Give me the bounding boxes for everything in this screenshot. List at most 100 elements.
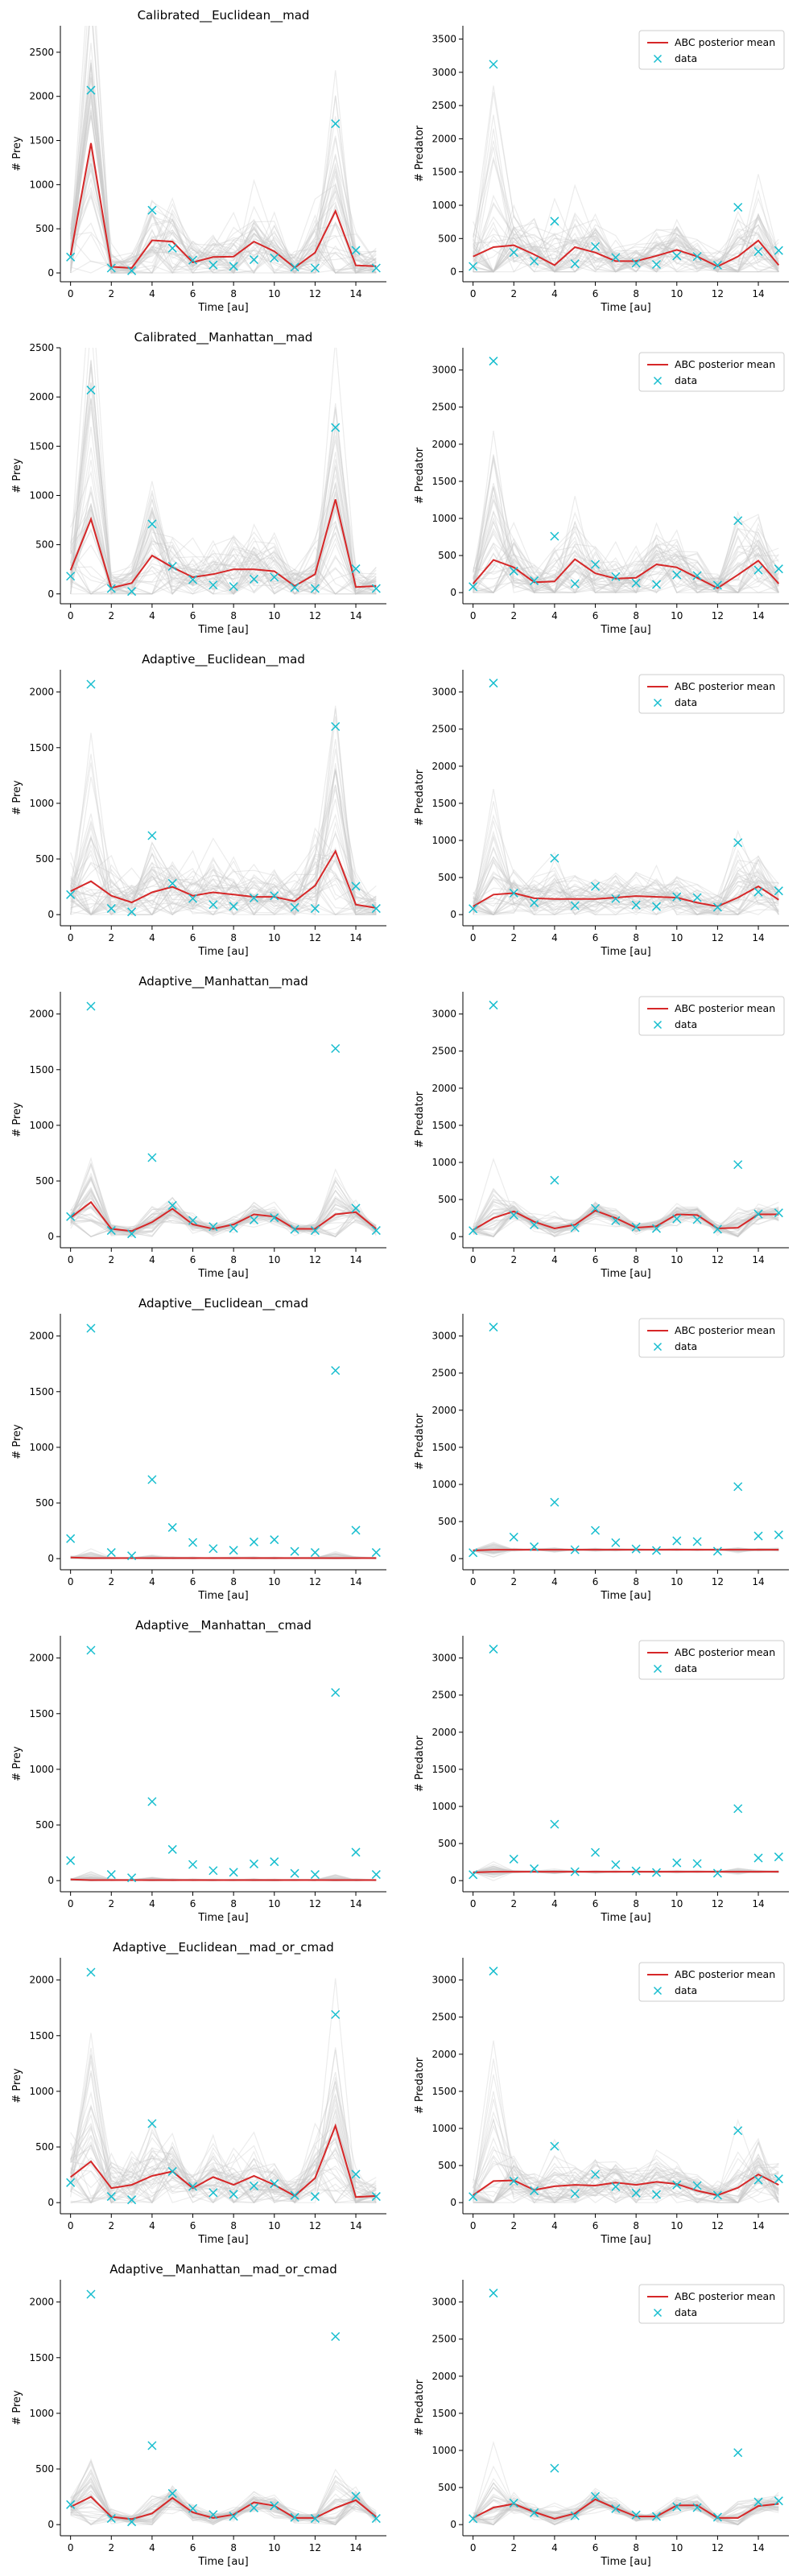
x-axis-label: Time [au] bbox=[600, 1590, 650, 1602]
sample-line bbox=[473, 201, 779, 273]
data-point bbox=[469, 2192, 478, 2202]
legend-mean-label: ABC posterior mean bbox=[675, 2290, 775, 2302]
sample-line bbox=[70, 167, 377, 275]
y-tick-label: 2500 bbox=[431, 2334, 456, 2345]
data-point bbox=[270, 891, 279, 901]
y-tick-label: 1500 bbox=[431, 1442, 456, 1453]
sample-line bbox=[70, 844, 377, 914]
data-point bbox=[611, 1860, 621, 1869]
sample-line bbox=[70, 1184, 377, 1232]
legend-data-swatch bbox=[653, 54, 663, 64]
y-tick-label: 500 bbox=[438, 550, 456, 561]
data-point bbox=[270, 1535, 279, 1545]
legend-data-label: data bbox=[675, 1984, 697, 1996]
sample-line bbox=[70, 1157, 377, 1236]
legend-box bbox=[638, 674, 785, 714]
data-point bbox=[147, 1153, 157, 1162]
legend: ABC posterior mean data bbox=[638, 352, 785, 392]
data-point bbox=[774, 1530, 783, 1540]
legend: ABC posterior mean data bbox=[638, 674, 785, 714]
sample-line bbox=[473, 539, 779, 593]
sample-line bbox=[70, 89, 377, 274]
data-point bbox=[188, 575, 198, 584]
sample-line bbox=[473, 2156, 779, 2202]
sample-line bbox=[70, 848, 377, 916]
legend-data-swatch bbox=[653, 1342, 663, 1352]
y-axis-label: # Prey bbox=[11, 1746, 23, 1781]
sample-line bbox=[70, 850, 377, 916]
x-tick-label: 4 bbox=[551, 1254, 558, 1265]
sample-line bbox=[473, 561, 779, 593]
subplot-title: Adaptive__Euclidean__mad bbox=[142, 652, 305, 667]
sample-line bbox=[70, 2491, 377, 2521]
x-tick-label: 14 bbox=[349, 2542, 361, 2553]
legend-data-label: data bbox=[675, 1662, 697, 1674]
data-point bbox=[371, 263, 381, 273]
sample-line bbox=[70, 857, 377, 915]
legend: ABC posterior mean data bbox=[638, 1640, 785, 1680]
data-point bbox=[489, 1645, 498, 1654]
data-point bbox=[188, 2182, 198, 2191]
x-tick-label: 14 bbox=[752, 288, 764, 299]
legend-data-swatch bbox=[653, 1664, 663, 1674]
y-tick-label: 0 bbox=[47, 1553, 54, 1564]
sample-line bbox=[70, 481, 377, 595]
sample-line bbox=[473, 511, 779, 593]
sample-line bbox=[70, 109, 377, 274]
sample-line bbox=[473, 217, 779, 273]
data-point bbox=[591, 1525, 601, 1535]
data-point bbox=[147, 2119, 157, 2128]
posterior-mean-line bbox=[472, 558, 780, 589]
data-point bbox=[66, 890, 76, 899]
data-point bbox=[351, 564, 361, 574]
y-tick-label: 2500 bbox=[29, 47, 54, 58]
data-point bbox=[249, 2181, 258, 2190]
y-tick-label: 2000 bbox=[431, 2371, 456, 2382]
data-point bbox=[310, 2192, 320, 2202]
sample-line bbox=[70, 62, 377, 274]
subplot-7: 0 2 4 6 8 10 12 14 0 500 1000 1500 2000 Time [au] # Pr… bbox=[11, 974, 386, 1280]
subplot-6: 0 2 4 6 8 10 12 14 0 500 1000 1500 2000 2500 3000 Time … bbox=[414, 670, 789, 958]
sample-line bbox=[70, 2483, 377, 2522]
legend-mean-label: ABC posterior mean bbox=[675, 1646, 775, 1658]
data-point bbox=[290, 2512, 299, 2522]
x-tick-label: 0 bbox=[470, 2542, 477, 2553]
y-tick-label: 3000 bbox=[431, 1331, 456, 1342]
sample-line bbox=[70, 2033, 377, 2203]
data-point bbox=[591, 1203, 601, 1213]
data-point bbox=[611, 253, 621, 262]
sample-line bbox=[70, 784, 377, 916]
sample-line bbox=[473, 232, 779, 273]
x-tick-label: 8 bbox=[230, 1576, 237, 1587]
sample-line bbox=[70, 70, 377, 275]
sample-line bbox=[70, 2495, 377, 2525]
posterior-mean-line bbox=[473, 2498, 779, 2520]
sample-line bbox=[70, 193, 377, 274]
sample-line bbox=[473, 522, 779, 593]
x-tick-label: 0 bbox=[470, 288, 477, 299]
x-tick-label: 8 bbox=[230, 288, 237, 299]
x-tick-label: 4 bbox=[551, 1576, 558, 1587]
sample-line bbox=[70, 114, 377, 274]
y-tick-label: 2500 bbox=[431, 402, 456, 413]
data-point bbox=[570, 1867, 580, 1876]
y-tick-label: 1000 bbox=[29, 489, 54, 501]
y-axis-label: # Predator bbox=[414, 2057, 426, 2114]
y-tick-label: 1000 bbox=[431, 835, 456, 846]
sample-line bbox=[70, 821, 377, 908]
legend-data-swatch bbox=[653, 376, 663, 386]
data-point bbox=[550, 217, 559, 226]
data-point bbox=[753, 887, 763, 897]
data-point bbox=[733, 516, 743, 526]
data-point bbox=[208, 580, 218, 590]
data-point bbox=[692, 2503, 702, 2512]
sample-line bbox=[70, 2103, 377, 2203]
sample-line bbox=[70, 2081, 377, 2203]
data-point bbox=[733, 202, 743, 213]
sample-line bbox=[473, 2497, 779, 2522]
x-tick-label: 2 bbox=[108, 932, 114, 943]
y-tick-label: 0 bbox=[47, 2519, 54, 2530]
legend-data-label: data bbox=[675, 696, 697, 708]
x-tick-label: 0 bbox=[68, 932, 74, 943]
sample-line bbox=[70, 543, 377, 595]
